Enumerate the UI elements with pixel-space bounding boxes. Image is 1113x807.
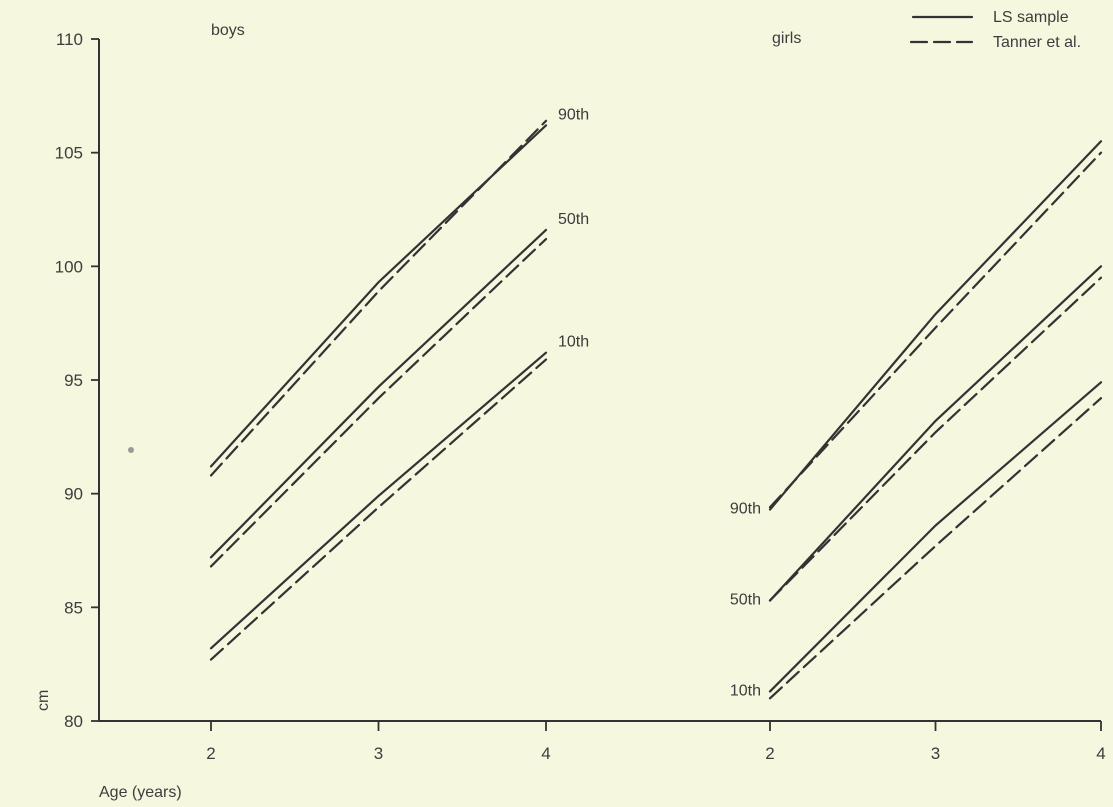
y-axis-title: cm	[35, 690, 52, 711]
girls-panel-label: girls	[772, 30, 801, 47]
decorations	[128, 447, 134, 453]
girls-10th-tanner-line	[768, 397, 1103, 700]
y-tick-label-90: 90	[64, 485, 83, 504]
y-tick-label-85: 85	[64, 598, 83, 617]
boys-50th-ls-sample-line	[209, 228, 548, 559]
boys-panel-label: boys	[211, 22, 245, 39]
y-tick-label-105: 105	[55, 144, 83, 163]
boys-x-tick-label-3: 3	[374, 744, 383, 763]
boys-percentile-label-10th: 10th	[558, 334, 589, 351]
boys-x-tick-label-4: 4	[541, 744, 550, 763]
legend-ls-sample-label: LS sample	[993, 9, 1069, 26]
boys-90th-ls-sample-line	[209, 124, 548, 468]
boys-percentile-label-90th: 90th	[558, 106, 589, 123]
speck-mark	[128, 447, 134, 453]
y-tick-label-95: 95	[64, 371, 83, 390]
boys-x-tick-label-2: 2	[206, 744, 215, 763]
labels-layer: 90th 50th 10th 90th 50th 10th	[558, 106, 761, 699]
legend: LS sample Tanner et al.	[909, 9, 1081, 51]
girls-50th-tanner-line	[768, 276, 1103, 602]
boys-10th-ls-sample-line	[209, 351, 548, 650]
x-axis-title: Age (years)	[99, 784, 182, 801]
ticks-layer: 80 85 90 95 100 105 110 2 3 4 2 3 4	[55, 30, 1106, 763]
y-tick-label-80: 80	[64, 712, 83, 731]
series-layer	[209, 119, 1103, 700]
boys-10th-tanner-line	[209, 358, 548, 661]
boys-percentile-label-50th: 50th	[558, 211, 589, 228]
girls-90th-ls-sample-line	[768, 140, 1103, 511]
girls-90th-tanner-line	[768, 151, 1103, 509]
axes-layer: Age (years) cm boys girls	[35, 22, 1101, 801]
boys-50th-tanner-line	[209, 237, 548, 568]
girls-percentile-label-90th: 90th	[730, 501, 761, 518]
legend-tanner-label: Tanner et al.	[993, 34, 1081, 51]
girls-50th-ls-sample-line	[768, 265, 1103, 602]
girls-x-tick-label-4: 4	[1096, 744, 1105, 763]
girls-percentile-label-10th: 10th	[730, 682, 761, 699]
y-tick-label-110: 110	[56, 30, 83, 49]
girls-10th-ls-sample-line	[768, 381, 1103, 693]
boys-90th-tanner-line	[209, 119, 548, 477]
girls-percentile-label-50th: 50th	[730, 592, 761, 609]
girls-x-tick-label-3: 3	[931, 744, 940, 763]
girls-x-tick-label-2: 2	[765, 744, 774, 763]
y-tick-label-100: 100	[55, 257, 83, 276]
